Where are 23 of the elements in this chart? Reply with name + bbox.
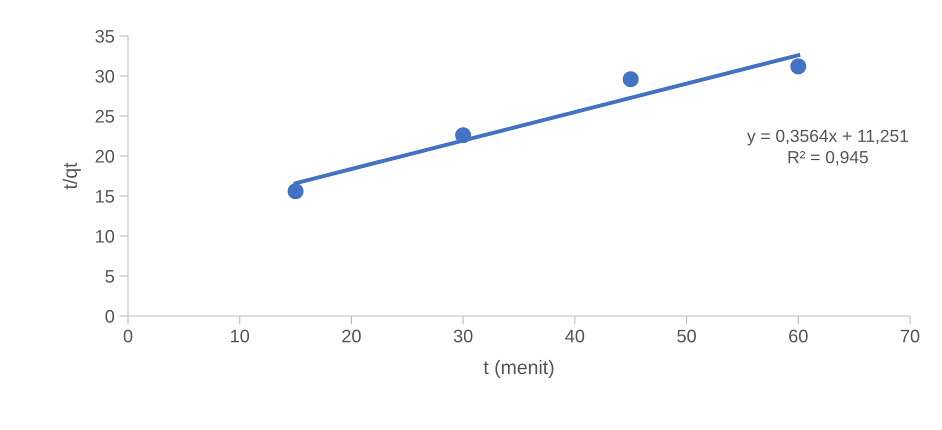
x-tick-label: 20 — [342, 330, 361, 342]
y-tick-label: 20 — [96, 150, 114, 163]
x-tick-label: 70 — [900, 330, 920, 342]
y-axis-title: t/qt — [62, 162, 81, 190]
y-tick-label: 30 — [95, 70, 114, 83]
point — [622, 71, 639, 88]
x-tick-label: 60 — [789, 330, 808, 342]
y-tick-label: 10 — [96, 230, 114, 243]
y-tick-label: 15 — [96, 190, 114, 203]
x-axis-title: t (menit) — [484, 360, 554, 378]
point — [455, 127, 472, 144]
point — [288, 183, 304, 200]
x-tick-label: 40 — [565, 330, 584, 342]
y-tick-label: 35 — [95, 30, 114, 43]
y-tick-label: 5 — [105, 270, 114, 283]
point — [790, 58, 806, 74]
x-tick-label: 10 — [231, 330, 250, 342]
x-tick-label: 0 — [124, 330, 132, 342]
y-tick-label: 25 — [96, 110, 114, 123]
x-tick-label: 50 — [677, 330, 696, 342]
annotation: y = 0,3564x + 11,251 R² = 0,945 — [747, 130, 908, 166]
y-tick-label: 0 — [105, 310, 114, 323]
x-tick-label: 30 — [454, 330, 472, 342]
